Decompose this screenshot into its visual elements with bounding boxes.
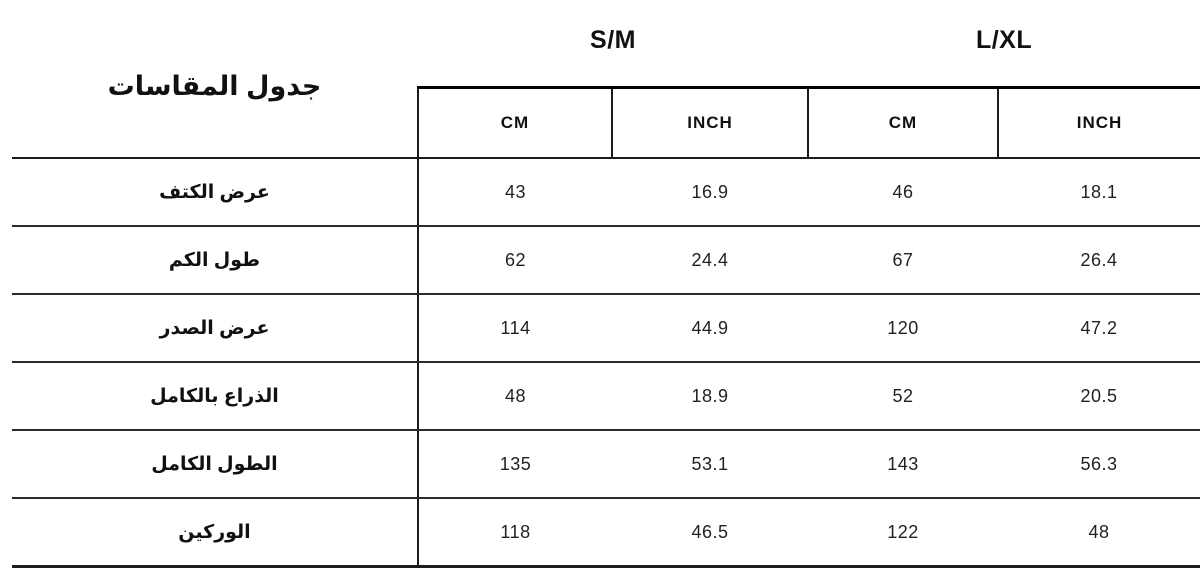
measurement-value: 135 <box>417 430 612 499</box>
size-group-row: جدول المقاسات S/M L/XL <box>12 0 1200 159</box>
table-row-hips: الوركين 118 46.5 122 48 <box>12 498 1200 568</box>
measurement-value: 122 <box>808 498 999 568</box>
measurement-value: 26.4 <box>998 226 1200 295</box>
measurement-value: 114 <box>417 294 612 363</box>
measurement-label: الطول الكامل <box>12 430 418 499</box>
measurement-value: 48 <box>417 362 612 431</box>
measurement-label: الوركين <box>12 498 418 568</box>
unit-header-lxl-inch: INCH <box>997 86 1200 159</box>
measurement-value: 52 <box>808 362 999 431</box>
measurement-value: 46 <box>808 158 999 227</box>
measurement-value: 48 <box>998 498 1200 568</box>
unit-header-row: CM INCH CM INCH <box>12 86 1200 159</box>
measurement-label: عرض الصدر <box>12 294 418 363</box>
measurement-value: 24.4 <box>612 226 809 295</box>
measurement-value: 47.2 <box>998 294 1200 363</box>
measurement-value: 20.5 <box>998 362 1200 431</box>
measurement-value: 118 <box>417 498 612 568</box>
table-row-full-arm: الذراع بالكامل 48 18.9 52 20.5 <box>12 362 1200 431</box>
measurement-label: عرض الكتف <box>12 158 418 227</box>
size-chart-table: جدول المقاسات S/M L/XL CM INCH CM INCH ع… <box>12 0 1200 568</box>
measurement-label: طول الكم <box>12 226 418 295</box>
measurement-value: 46.5 <box>612 498 809 568</box>
table-row-sleeve-length: طول الكم 62 24.4 67 26.4 <box>12 226 1200 295</box>
measurement-value: 67 <box>808 226 999 295</box>
measurement-value: 120 <box>808 294 999 363</box>
measurement-value: 143 <box>808 430 999 499</box>
measurement-value: 18.1 <box>998 158 1200 227</box>
unit-header-sm-cm: CM <box>417 86 612 159</box>
size-chart: جدول المقاسات S/M L/XL CM INCH CM INCH ع… <box>12 0 1200 568</box>
table-row-shoulder-width: عرض الكتف 43 16.9 46 18.1 <box>12 158 1200 227</box>
chart-title: جدول المقاسات <box>12 0 418 159</box>
measurement-value: 43 <box>417 158 612 227</box>
unit-header-sm-inch: INCH <box>610 86 809 159</box>
measurement-value: 18.9 <box>612 362 809 431</box>
measurement-value: 16.9 <box>612 158 809 227</box>
measurement-value: 62 <box>417 226 612 295</box>
measurement-value: 44.9 <box>612 294 809 363</box>
table-row-full-length: الطول الكامل 135 53.1 143 56.3 <box>12 430 1200 499</box>
size-group-lxl: L/XL <box>808 0 1200 89</box>
measurement-value: 56.3 <box>998 430 1200 499</box>
unit-header-lxl-cm: CM <box>807 86 999 159</box>
measurement-label: الذراع بالكامل <box>12 362 418 431</box>
size-group-sm: S/M <box>418 0 809 89</box>
measurement-value: 53.1 <box>612 430 809 499</box>
table-row-chest-width: عرض الصدر 114 44.9 120 47.2 <box>12 294 1200 363</box>
